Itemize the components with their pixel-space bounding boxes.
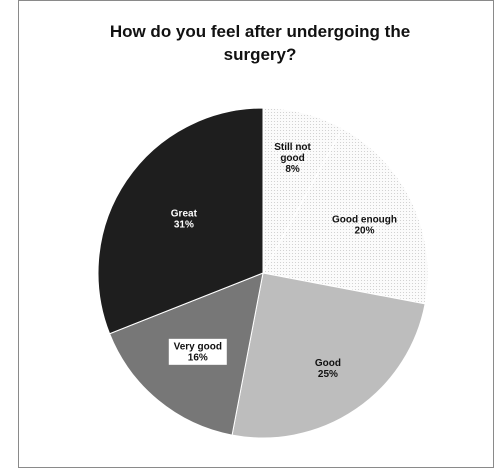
pie-slice-great: [97, 107, 264, 335]
pie-slice-good-enough: [262, 127, 429, 305]
slice-label-still-not-good: Still not good 8%: [274, 142, 311, 175]
chart-title: How do you feel after undergoing the sur…: [109, 22, 411, 64]
pie-slice-good: [231, 272, 426, 439]
slice-label-good: Good 25%: [315, 358, 341, 380]
slice-label-great: Great 31%: [171, 209, 198, 231]
slice-label-good-enough: Good enough 20%: [332, 215, 397, 237]
slice-label-very-good: Very good 16%: [174, 341, 222, 363]
slice-label-box: [168, 338, 227, 365]
